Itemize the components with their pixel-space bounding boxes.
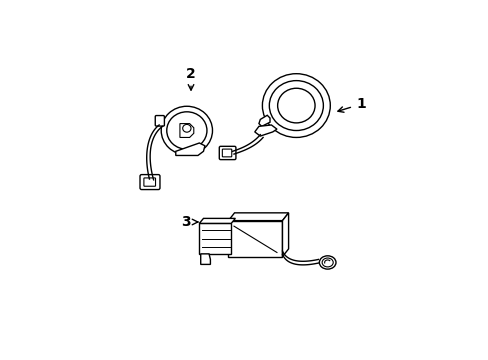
FancyBboxPatch shape [219, 146, 235, 159]
Polygon shape [199, 219, 235, 223]
Polygon shape [175, 143, 204, 156]
Polygon shape [200, 254, 210, 264]
Polygon shape [228, 221, 282, 257]
FancyBboxPatch shape [222, 149, 231, 157]
FancyBboxPatch shape [143, 178, 155, 186]
Polygon shape [228, 213, 288, 221]
Polygon shape [282, 213, 288, 257]
Polygon shape [254, 125, 276, 136]
Text: 3: 3 [181, 215, 197, 229]
Polygon shape [199, 223, 231, 254]
FancyBboxPatch shape [140, 175, 160, 190]
FancyBboxPatch shape [155, 116, 164, 126]
Text: 1: 1 [337, 97, 365, 112]
Text: 2: 2 [186, 67, 196, 90]
Polygon shape [180, 123, 193, 138]
Polygon shape [259, 115, 269, 126]
Ellipse shape [319, 256, 335, 269]
